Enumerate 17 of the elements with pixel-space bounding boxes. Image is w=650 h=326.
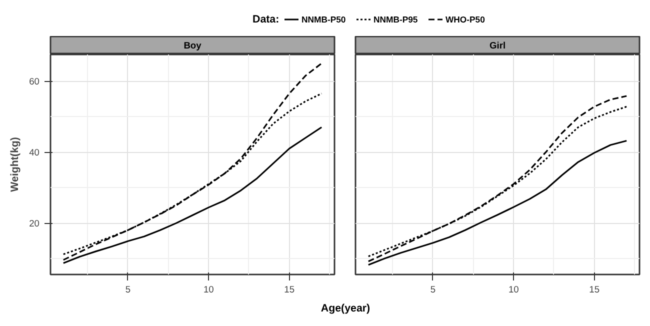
y-tick-label: 20 bbox=[29, 218, 40, 229]
legend-label: NNMB-P95 bbox=[374, 14, 418, 24]
x-tick-label: 10 bbox=[203, 284, 214, 294]
chart-title: Boy bbox=[184, 40, 202, 50]
y-tick-label: 40 bbox=[29, 148, 40, 158]
y-tick-label: 60 bbox=[29, 76, 40, 87]
x-tick-label: 15 bbox=[284, 284, 295, 294]
chart-title: Girl bbox=[489, 40, 506, 50]
x-tick-label: 15 bbox=[589, 284, 600, 294]
legend-title: Data: bbox=[252, 14, 280, 26]
x-tick-label: 5 bbox=[125, 284, 131, 294]
x-tick-label: 5 bbox=[430, 284, 436, 294]
legend-label: WHO-P50 bbox=[446, 14, 486, 24]
x-axis-title: Age(year) bbox=[320, 302, 371, 314]
x-tick-label: 10 bbox=[508, 284, 519, 294]
legend-label: NNMB-P50 bbox=[302, 14, 346, 24]
y-axis-title: Weight(kg) bbox=[9, 136, 22, 192]
